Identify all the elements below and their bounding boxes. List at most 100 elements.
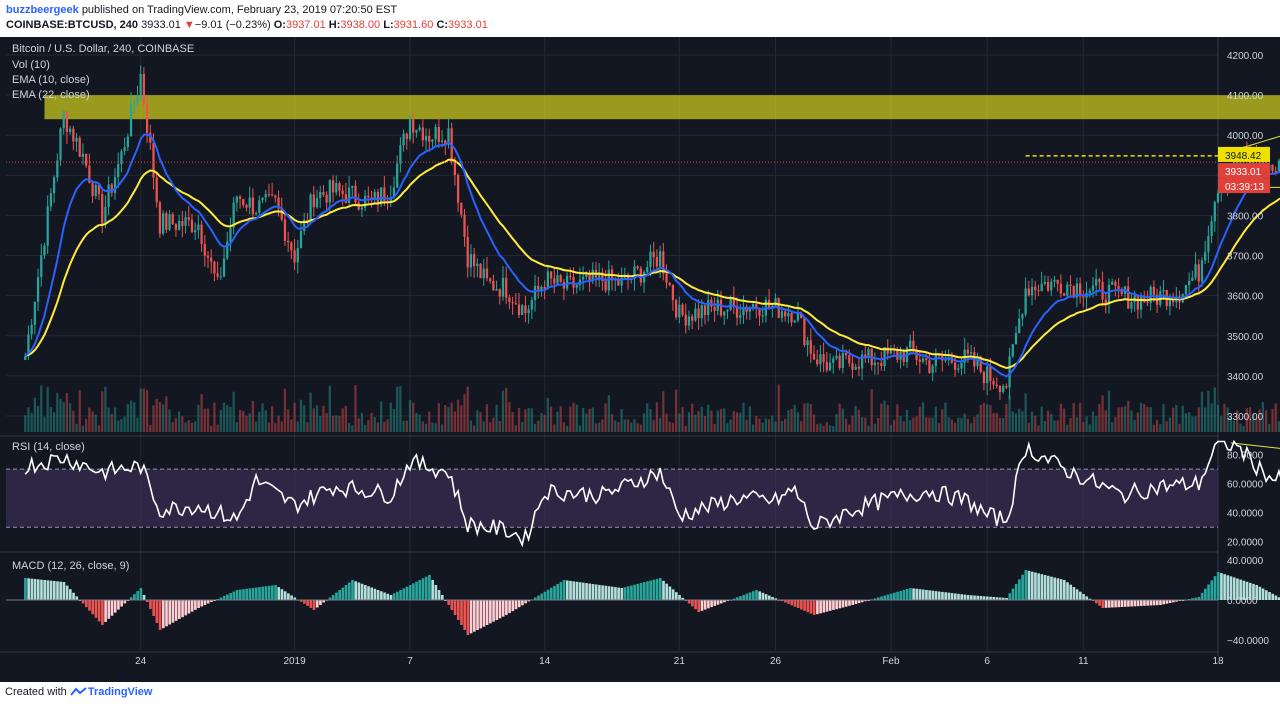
time-tick-label: 18 xyxy=(1212,656,1224,667)
volume-bar xyxy=(65,393,69,432)
volume-bar xyxy=(149,424,152,432)
volume-bar xyxy=(556,411,559,432)
candle-body xyxy=(646,267,649,273)
macd-bar xyxy=(1024,570,1028,600)
volume-bar xyxy=(700,406,703,432)
volume-bar xyxy=(145,390,149,432)
chart-svg[interactable]: 4200.004100.004000.003900.003800.003700.… xyxy=(0,37,1280,682)
volume-bar xyxy=(1008,394,1011,432)
macd-bar xyxy=(309,600,313,608)
tradingview-brand[interactable]: TradingView xyxy=(87,686,153,698)
volume-bar xyxy=(30,412,33,432)
price-axis[interactable]: 4200.004100.004000.003900.003800.003700.… xyxy=(1227,51,1269,647)
macd-bar xyxy=(816,600,819,615)
candle-body xyxy=(748,307,751,312)
candle-body xyxy=(46,206,49,246)
macd-bar xyxy=(1053,577,1056,600)
macd-bar xyxy=(178,600,181,619)
volume-bar xyxy=(527,408,530,432)
volume-bar xyxy=(934,406,937,432)
candle-body xyxy=(790,313,793,323)
volume-bar xyxy=(838,403,841,432)
macd-bar xyxy=(1008,593,1012,600)
candle-body xyxy=(139,73,142,95)
price-tick-label: 4200.00 xyxy=(1227,51,1264,62)
volume-bar xyxy=(713,423,716,432)
candle-body xyxy=(117,164,120,178)
volume-bar xyxy=(139,388,142,432)
resistance-zone xyxy=(44,95,1280,120)
macd-bar xyxy=(514,600,518,610)
chart-area[interactable]: 4200.004100.004000.003900.003800.003700.… xyxy=(0,37,1280,682)
candle-body xyxy=(800,313,803,318)
macd-bar xyxy=(33,579,37,600)
macd-bar xyxy=(1123,600,1127,607)
candle-body xyxy=(575,285,578,288)
candle-body xyxy=(982,371,986,384)
macd-bar xyxy=(81,600,85,604)
macd-bar xyxy=(161,600,165,629)
macd-bar xyxy=(1037,573,1040,600)
volume-bar xyxy=(216,424,219,432)
macd-bar xyxy=(607,586,611,600)
candle-body xyxy=(877,362,880,364)
volume-bar xyxy=(1162,403,1165,432)
volume-bar xyxy=(238,409,242,432)
macd-bar xyxy=(707,600,710,609)
volume-bar xyxy=(780,420,784,432)
candle-body xyxy=(1040,283,1043,292)
volume-bar xyxy=(902,421,905,432)
volume-bar xyxy=(129,400,133,432)
candle-body xyxy=(498,289,501,297)
candle-body xyxy=(408,119,412,140)
volume-bar xyxy=(412,402,415,432)
candle-body xyxy=(69,128,72,133)
legend: Bitcoin / U.S. Dollar, 240, COINBASE Vol … xyxy=(12,43,194,572)
candle-body xyxy=(671,284,675,301)
volume-bar xyxy=(1213,387,1216,432)
candle-body xyxy=(687,316,691,326)
macd-bar xyxy=(944,592,947,600)
macd-bar xyxy=(453,600,457,615)
candle-body xyxy=(386,200,389,202)
macd-bar xyxy=(392,593,396,600)
macd-bar xyxy=(120,600,123,607)
rsi-band xyxy=(6,469,1218,528)
candle-body xyxy=(271,194,274,196)
candle-body xyxy=(553,278,556,284)
volume-bar xyxy=(636,423,639,432)
volume-bar xyxy=(1274,403,1277,432)
price-tick-label: 4000.00 xyxy=(1227,131,1264,142)
macd-bar xyxy=(594,584,598,600)
level-price-label: 3948.42 xyxy=(1225,151,1262,162)
candle-body xyxy=(479,263,482,279)
macd-bar xyxy=(774,598,778,600)
volume-bar xyxy=(242,411,245,432)
volume-bar xyxy=(860,417,864,432)
macd-bar xyxy=(1095,600,1098,604)
candle-body xyxy=(675,300,678,318)
candle-body xyxy=(277,197,280,209)
macd-bar xyxy=(1200,592,1204,600)
candle-body xyxy=(841,353,844,368)
volume-bar xyxy=(909,420,912,432)
author-link[interactable]: buzzbeergeek xyxy=(6,4,79,16)
candle-body xyxy=(735,306,739,318)
volume-bar xyxy=(267,422,271,432)
candle-body xyxy=(258,200,261,213)
price-tick-label: 3500.00 xyxy=(1227,332,1264,343)
macd-bar xyxy=(578,582,582,600)
candle-body xyxy=(52,177,56,194)
macd-bar xyxy=(877,597,880,600)
volume-bar xyxy=(800,421,803,432)
candle-body xyxy=(1271,164,1274,171)
volume-bar xyxy=(844,418,848,432)
macd-bar xyxy=(463,600,467,630)
volume-bar xyxy=(396,386,399,432)
candle-body xyxy=(78,137,81,157)
time-axis[interactable]: 2420197142126Feb6111823Mar611 xyxy=(135,656,1280,667)
macd-bar xyxy=(383,592,386,600)
macd-bar xyxy=(72,592,75,600)
macd-bar xyxy=(739,596,742,600)
volume-bar xyxy=(1053,420,1056,432)
